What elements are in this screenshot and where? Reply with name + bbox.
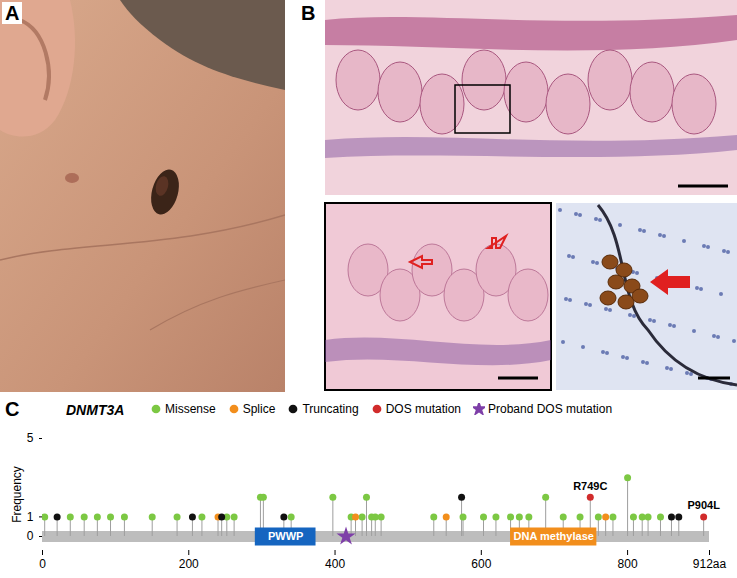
html-text:DNMT3A: DNMT3A [66,402,125,418]
svg-text:R749C: R749C [573,480,607,492]
html-text:Splice: Splice [242,402,276,416]
svg-text:0: 0 [27,529,34,543]
svg-text:912aa: 912aa [693,557,727,571]
html-text:B: B [301,2,316,24]
svg-text:P904L: P904L [687,499,720,511]
svg-text:600: 600 [471,557,491,571]
svg-text:5: 5 [27,431,34,445]
html-text:DOS mutation: DOS mutation [385,402,461,416]
svg-text:DNA methylase: DNA methylase [514,530,594,542]
html-text:C: C [5,398,20,420]
svg-text:800: 800 [618,557,638,571]
html-text:Missense: Missense [165,402,216,416]
svg-text:Frequency: Frequency [10,466,24,523]
html-text:Proband DOS mutation: Proband DOS mutation [488,402,613,416]
svg-text:400: 400 [325,557,345,571]
svg-text:1: 1 [27,510,34,524]
html-text:Truncating: Truncating [302,402,359,416]
svg-text:0: 0 [39,557,46,571]
svg-text:200: 200 [179,557,199,571]
svg-text:PWWP: PWWP [268,530,303,542]
html-text:A: A [5,2,20,24]
